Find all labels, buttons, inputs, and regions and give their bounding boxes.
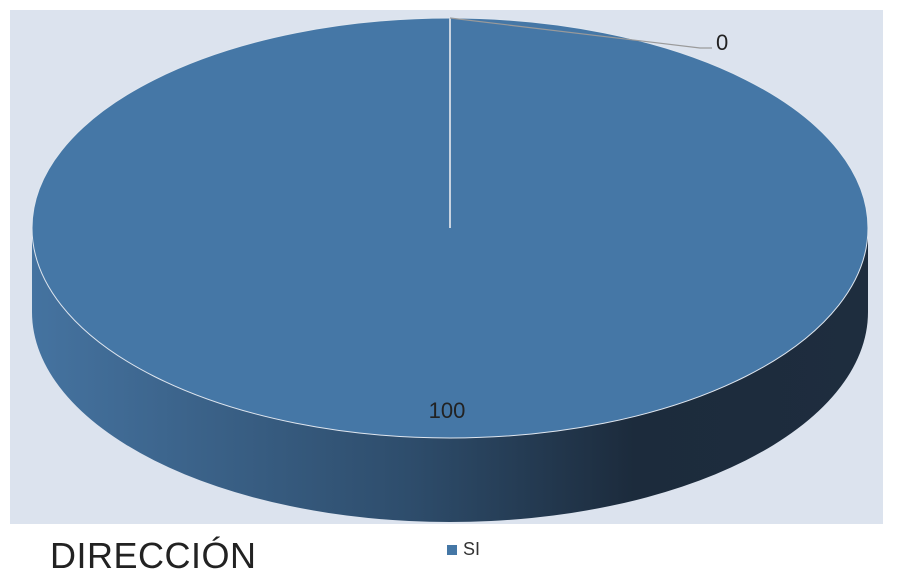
data-labels: 100 0 [429,17,728,423]
legend: SI [447,539,480,560]
data-label-no: 0 [716,30,728,55]
pie-group [31,17,869,522]
chart-title: DIRECCIÓN [50,535,257,576]
legend-label-si: SI [463,539,481,559]
legend-swatch-si [447,544,457,555]
leader-line-no [449,17,712,49]
pie-slice-si-side [32,228,868,522]
data-label-si: 100 [429,398,466,423]
